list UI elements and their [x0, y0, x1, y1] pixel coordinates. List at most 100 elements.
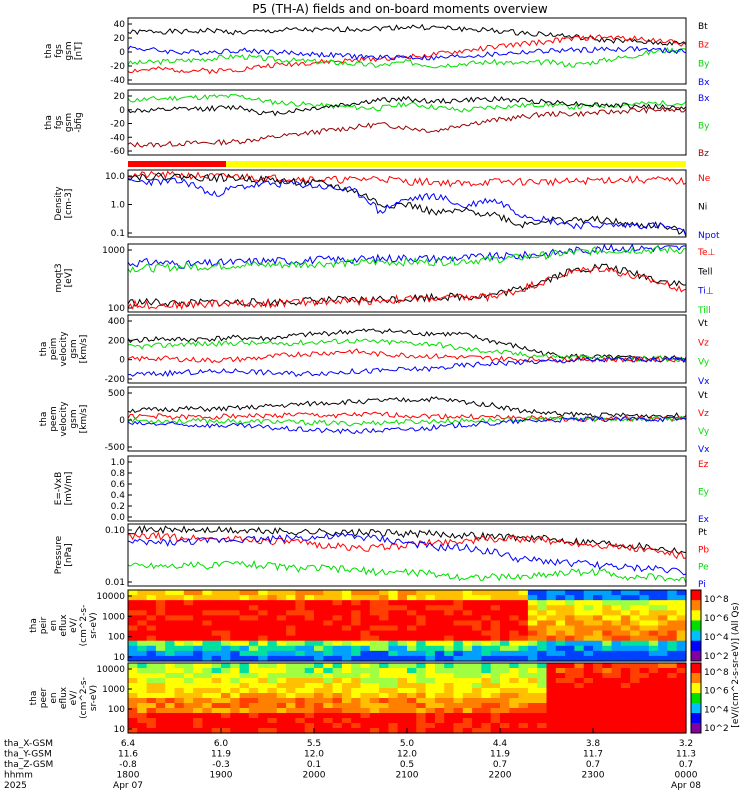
spectrogram-cell [518, 723, 529, 729]
spectrogram-cell [416, 635, 427, 642]
spectrogram-cell [239, 595, 250, 601]
spectrogram-cell [462, 615, 473, 622]
spectrogram-cell [295, 610, 306, 616]
spectrogram-cell [444, 698, 455, 704]
spectrogram-cell [518, 713, 529, 719]
spectrogram-cell [295, 688, 306, 694]
legend-By: By [698, 122, 710, 132]
spectrogram-cell [565, 668, 575, 674]
spectrogram-cell [304, 650, 315, 657]
spectrogram-cell [388, 718, 399, 724]
spectrogram-cell [360, 595, 371, 601]
spectrogram-cell [221, 703, 231, 709]
spectrogram-cell [676, 728, 687, 734]
spectrogram-cell [286, 708, 296, 714]
spectrogram-cell [462, 650, 473, 657]
spectrogram-cell [546, 678, 557, 684]
spectrogram-cell [509, 703, 520, 709]
spectrogram-cell [574, 640, 585, 647]
spectrogram-cell [341, 650, 352, 657]
spectrogram-cell [630, 708, 641, 714]
spectrogram-cell [434, 728, 445, 734]
spectrogram-cell [286, 713, 296, 719]
spectrogram-cell [481, 640, 492, 647]
spectrogram-cell [397, 723, 408, 729]
spectrogram-cell [369, 713, 380, 719]
x-tick-value: 2300 [582, 771, 605, 781]
spectrogram-cell [630, 683, 641, 689]
spectrogram-cell [276, 615, 287, 622]
spectrogram-cell [248, 595, 259, 601]
spectrogram-cell [481, 605, 492, 611]
spectrogram-cell [174, 663, 185, 669]
spectrogram-cell [509, 698, 520, 704]
spectrogram-cell [648, 718, 659, 724]
spectrogram-cell [416, 728, 427, 734]
spectrogram-cell [369, 615, 380, 622]
spectrogram-cell [565, 678, 575, 684]
spectrogram-cell [397, 620, 408, 627]
series-Till [127, 245, 687, 274]
spectrogram-cell [286, 605, 296, 611]
spectrogram-cell [667, 673, 678, 679]
spectrogram-cell [630, 668, 641, 674]
spectrogram-cell [472, 708, 482, 714]
spectrogram-cell [676, 703, 687, 709]
spectrogram-cell [481, 708, 492, 714]
spectrogram-cell [295, 630, 306, 637]
spectrogram-cell [239, 620, 250, 627]
spectrogram-cell [500, 590, 510, 596]
spectrogram-cell [602, 640, 613, 647]
spectrogram-cell [128, 683, 138, 689]
spectrogram-cell [332, 595, 343, 601]
spectrogram-cell [658, 590, 668, 596]
spectrogram-cell [397, 693, 408, 699]
spectrogram-cell [546, 615, 557, 622]
spectrogram-cell [658, 723, 668, 729]
spectrogram-cell [146, 673, 157, 679]
spectrogram-cell [369, 625, 380, 632]
spectrogram-cell [221, 723, 231, 729]
spectrogram-cell [462, 673, 473, 679]
spectrogram-cell [137, 663, 148, 669]
spectrogram-cell [388, 650, 399, 657]
spectrogram-cell [500, 640, 510, 647]
spectrogram-cell [397, 663, 408, 669]
spectrogram-cell [388, 640, 399, 647]
spectrogram-cell [267, 620, 278, 627]
y-tick-label: 20 [114, 34, 126, 44]
spectrogram-cell [537, 718, 548, 724]
spectrogram-cell [379, 718, 389, 724]
spectrogram-cell [648, 600, 659, 606]
spectrogram-cell [593, 605, 603, 611]
spectrogram-cell [267, 595, 278, 601]
spectrogram-cell [537, 673, 548, 679]
spectrogram-cell [341, 728, 352, 734]
colorbar-segment [691, 600, 701, 611]
spectrogram-cell [648, 703, 659, 709]
spectrogram-cell [286, 615, 296, 622]
spectrogram-cell [500, 718, 510, 724]
spectrogram-cell [602, 673, 613, 679]
spectrogram-cell [565, 625, 575, 632]
spectrogram-cell [546, 718, 557, 724]
spectrogram-cell [221, 630, 231, 637]
spectrogram-cell [444, 630, 455, 637]
spectrogram-cell [230, 650, 241, 657]
spectrogram-cell [630, 723, 641, 729]
spectrogram-cell [258, 688, 269, 694]
y-tick-label: 0.4 [111, 491, 126, 501]
spectrogram-cell [620, 645, 631, 652]
spectrogram-cell [667, 600, 678, 606]
spectrogram-cell [323, 605, 334, 611]
panel-frame [127, 386, 687, 452]
spectrogram-cell [583, 693, 594, 699]
spectrogram-cell [165, 668, 176, 674]
spectrogram-cell [388, 678, 399, 684]
spectrogram-cell [360, 708, 371, 714]
spectrogram-cell [648, 630, 659, 637]
spectrogram-cell [620, 620, 631, 627]
spectrogram-cell [221, 615, 231, 622]
spectrogram-cell [248, 713, 259, 719]
spectrogram-cell [444, 605, 455, 611]
